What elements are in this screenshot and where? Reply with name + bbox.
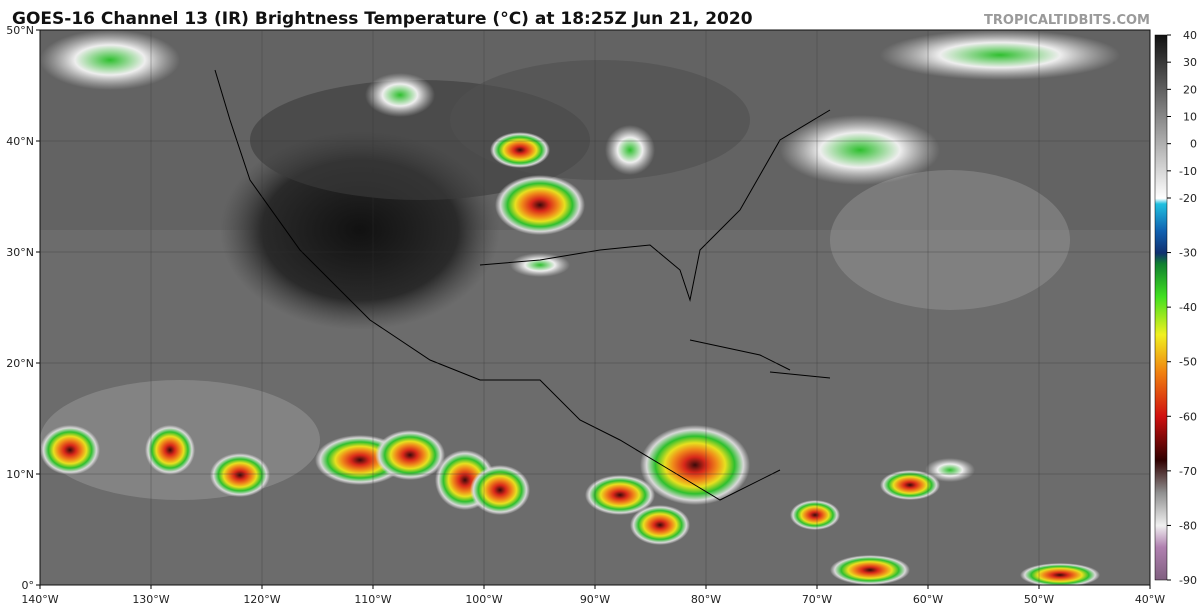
colorbar-tick-label: -20 — [1179, 192, 1197, 205]
lon-tick-label: 90°W — [580, 593, 610, 606]
colorbar-tick-label: 30 — [1183, 56, 1197, 69]
colorbar-tick-label: 10 — [1183, 111, 1197, 124]
colorbar — [1154, 34, 1168, 581]
colorbar-tick-label: -80 — [1179, 519, 1197, 532]
lon-tick-label: 80°W — [691, 593, 721, 606]
lat-tick-label: 10°N — [6, 468, 34, 481]
lon-tick-label: 70°W — [802, 593, 832, 606]
colorbar-tick-label: 20 — [1183, 83, 1197, 96]
colorbar-tick-label: -10 — [1179, 165, 1197, 178]
lat-tick-label: 30°N — [6, 246, 34, 259]
lon-tick-label: 50°W — [1024, 593, 1054, 606]
colorbar-tick-label: -30 — [1179, 247, 1197, 260]
lon-tick-label: 110°W — [354, 593, 391, 606]
colorbar-tick-label: -90 — [1179, 574, 1197, 587]
lat-tick-label: 50°N — [6, 24, 34, 37]
credit: TROPICALTIDBITS.COM — [984, 13, 1150, 28]
lon-tick-label: 120°W — [243, 593, 280, 606]
title: GOES-16 Channel 13 (IR) Brightness Tempe… — [12, 9, 753, 29]
colorbar-tick-label: 0 — [1190, 138, 1197, 151]
lon-tick-label: 130°W — [132, 593, 169, 606]
colorbar-tick-label: -40 — [1179, 301, 1197, 314]
lat-tick-label: 40°N — [6, 135, 34, 148]
lon-tick-label: 100°W — [465, 593, 502, 606]
lon-tick-label: 60°W — [913, 593, 943, 606]
colorbar-tick-label: -50 — [1179, 356, 1197, 369]
lon-tick-label: 140°W — [21, 593, 58, 606]
lat-tick-label: 20°N — [6, 357, 34, 370]
lon-tick-label: 40°W — [1135, 593, 1165, 606]
lat-tick-label: 0° — [22, 579, 35, 592]
colorbar-tick-label: 40 — [1183, 29, 1197, 42]
colorbar-tick-label: -70 — [1179, 465, 1197, 478]
colorbar-tick-label: -60 — [1179, 410, 1197, 423]
